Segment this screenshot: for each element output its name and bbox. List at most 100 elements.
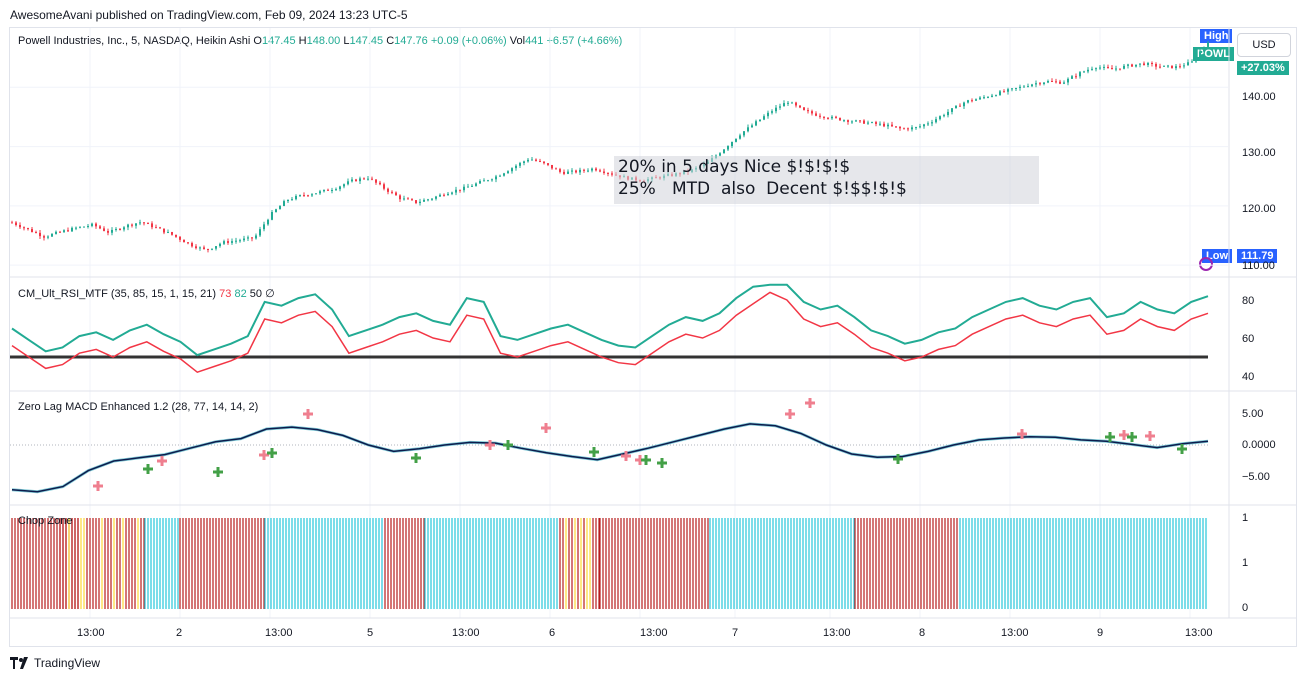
candle-body	[287, 199, 289, 202]
candle-body	[503, 173, 505, 176]
candle-body	[431, 198, 433, 200]
candle-body	[315, 193, 317, 195]
candle-body	[491, 179, 493, 181]
candle-body	[835, 116, 837, 118]
grid-lines	[10, 28, 1228, 618]
candle-body	[815, 113, 817, 116]
price-tick: 140.00	[1242, 91, 1276, 103]
macd-cross-marker	[589, 447, 599, 457]
candle-body	[827, 117, 829, 119]
macd-tick: 5.00	[1242, 408, 1264, 420]
candle-body	[1003, 91, 1005, 93]
candle-body	[383, 184, 385, 189]
candle-body	[39, 232, 41, 237]
macd-cross-marker	[541, 423, 551, 433]
annotation-line-1: 20% in 5 days Nice $!$!$!$	[618, 157, 851, 177]
chop-tick: 1	[1242, 512, 1249, 524]
candle-body	[803, 107, 805, 111]
candle-body	[847, 120, 849, 122]
candle-body	[487, 180, 489, 182]
candle-body	[415, 200, 417, 204]
candle-body	[587, 170, 589, 172]
candle-body	[843, 120, 845, 122]
macd-cross-marker	[1177, 444, 1187, 454]
macd-cross-marker	[411, 453, 421, 463]
candle-body	[1127, 64, 1129, 66]
candle-body	[51, 233, 53, 237]
candle-body	[535, 159, 537, 161]
candle-body	[831, 116, 833, 119]
candle-body	[1103, 66, 1105, 68]
candle-body	[59, 231, 61, 233]
candle-body	[923, 124, 925, 127]
chop-tick: 1	[1242, 557, 1249, 569]
annotation-box[interactable]: 20% in 5 days Nice $!$!$!$ 25% MTD also …	[614, 156, 1039, 204]
candle-body	[987, 96, 989, 98]
change-value: +0.09 (+0.06%)	[430, 35, 507, 47]
candle-body	[255, 235, 257, 239]
macd-name[interactable]: Zero Lag MACD Enhanced 1.2 (28, 77, 14, …	[18, 401, 259, 413]
low-marker-icon[interactable]	[1199, 257, 1213, 271]
candle-body	[851, 121, 853, 123]
footer-brand: TradingView	[34, 656, 101, 670]
candle-body	[127, 224, 129, 228]
candle-body	[735, 138, 737, 142]
macd-cross-marker	[93, 481, 103, 491]
candle-body	[599, 170, 601, 172]
candle-body	[1043, 82, 1045, 84]
candle-body	[83, 226, 85, 228]
candle-body	[559, 169, 561, 172]
close-value: 147.76	[394, 35, 428, 47]
candle-body	[67, 230, 69, 232]
candle-body	[155, 227, 157, 229]
symbol-name[interactable]: Powell Industries, Inc., 5, NASDAQ, Heik…	[18, 35, 251, 47]
candle-body	[1123, 65, 1125, 69]
candle-body	[1115, 68, 1117, 70]
rsi-pane	[10, 283, 1209, 374]
rsi-tick: 60	[1242, 333, 1255, 345]
rsi-line	[11, 291, 1209, 374]
candle-body	[495, 176, 497, 180]
candle-body	[143, 222, 145, 224]
high-label: H	[298, 35, 307, 47]
volume-label: Vol	[509, 35, 526, 47]
chop-name[interactable]: Chop Zone	[18, 515, 73, 527]
candle-body	[331, 190, 333, 192]
time-tick: 8	[919, 627, 926, 639]
candle-body	[1155, 63, 1157, 67]
candle-body	[151, 223, 153, 228]
candle-body	[531, 159, 533, 161]
candle-body	[771, 111, 773, 113]
candle-body	[891, 124, 893, 127]
candle-body	[979, 97, 981, 100]
candle-body	[483, 180, 485, 182]
candle-body	[199, 247, 201, 249]
candle-body	[995, 95, 997, 97]
candle-body	[1007, 89, 1009, 92]
candle-body	[1179, 66, 1181, 68]
macd-cross-marker	[1105, 432, 1115, 442]
candle-body	[179, 236, 181, 240]
candle-body	[119, 228, 121, 230]
rsi-legend: CM_Ult_RSI_MTF (35, 85, 15, 1, 15, 21) 7…	[18, 287, 275, 300]
candle-body	[311, 194, 313, 196]
candle-body	[339, 186, 341, 190]
candle-body	[723, 149, 725, 154]
volume-value: 441	[525, 35, 544, 47]
candle-body	[931, 122, 933, 124]
candle-body	[323, 189, 325, 192]
rsi-name[interactable]: CM_Ult_RSI_MTF (35, 85, 15, 1, 15, 21)	[18, 288, 217, 300]
candle-body	[303, 195, 305, 197]
candle-body	[131, 224, 133, 226]
candle-body	[747, 127, 749, 132]
candle-body	[307, 195, 309, 197]
candle-body	[1035, 83, 1037, 85]
rsi-value-2: 82	[234, 288, 247, 300]
time-tick: 2	[176, 627, 183, 639]
currency-button[interactable]: USD	[1237, 33, 1291, 57]
candle-body	[1031, 84, 1033, 87]
candle-body	[887, 124, 889, 127]
candle-body	[19, 224, 21, 228]
rsi-tick: 80	[1242, 295, 1255, 307]
